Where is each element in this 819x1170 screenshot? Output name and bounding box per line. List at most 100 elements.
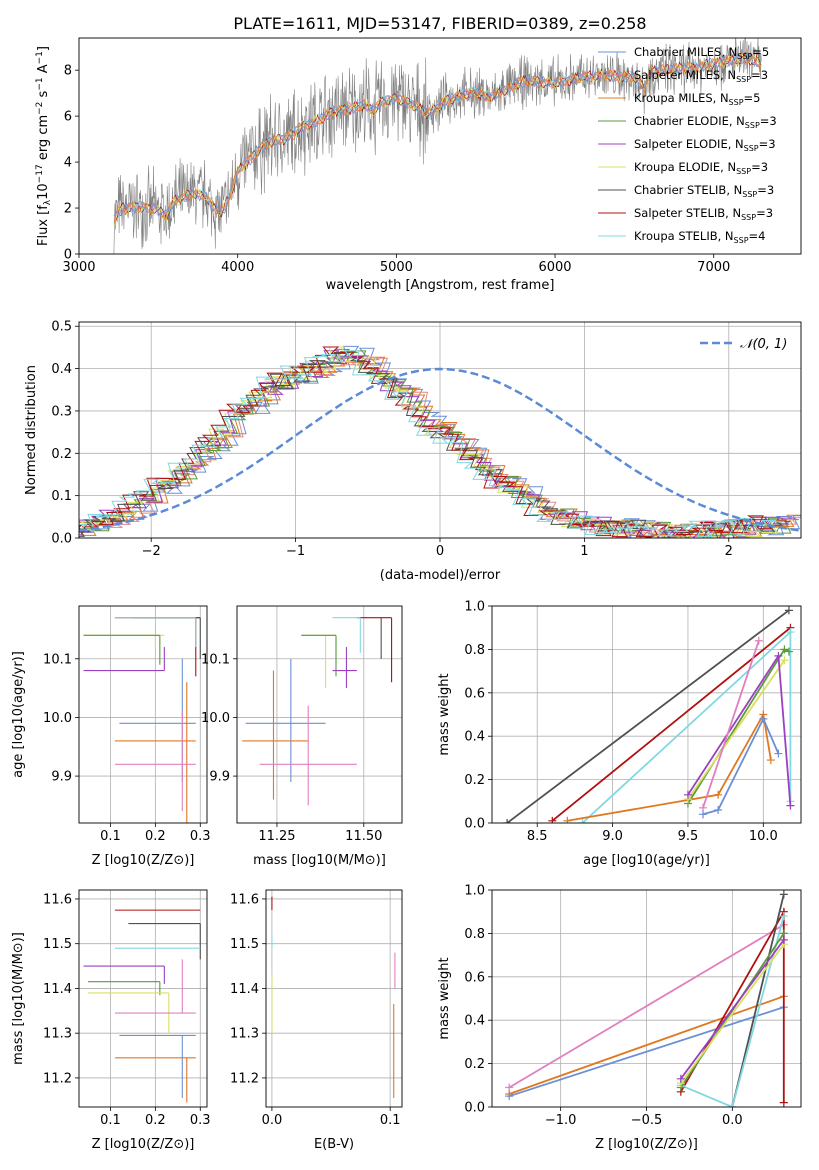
y-tick-label: 1.0 bbox=[464, 600, 485, 615]
legend-sub: SSP bbox=[736, 75, 751, 84]
label-part: 10 bbox=[36, 183, 51, 200]
spectrum-panel: 3000 4000 5000 6000 7000 0 2 4 6 8 wavelength [Ang… bbox=[35, 37, 802, 293]
mass-weight-line bbox=[508, 995, 785, 1095]
legend-label: Chabrier MILES, NSSP=5 bbox=[634, 45, 769, 61]
x-tick-label: 0.1 bbox=[380, 1113, 401, 1128]
legend-text: Chabrier STELIB, N bbox=[634, 183, 742, 197]
y-tick-label: 10.0 bbox=[43, 711, 72, 726]
axes-frame bbox=[78, 37, 802, 255]
plus-marker bbox=[503, 819, 512, 823]
y-tick-label: 2 bbox=[64, 202, 72, 217]
x-tick-label: −0.5 bbox=[631, 1113, 663, 1128]
plus-marker bbox=[699, 810, 708, 819]
x-tick-label: 3000 bbox=[62, 260, 95, 275]
mass-weight-line bbox=[731, 894, 785, 1107]
label-part: erg cm bbox=[36, 115, 51, 164]
y-tick-label: 9.9 bbox=[209, 770, 230, 785]
y-tick-label: 10.1 bbox=[201, 652, 230, 667]
y-tick-label: 0.2 bbox=[464, 1057, 485, 1072]
legend-text: Kroupa MILES, N bbox=[634, 91, 729, 105]
legend-count: =3 bbox=[757, 183, 774, 197]
legend-label: Kroupa ELODIE, NSSP=3 bbox=[634, 160, 768, 176]
plus-marker bbox=[779, 912, 788, 921]
label-part: ] bbox=[36, 46, 51, 51]
y-tick-label: 0.2 bbox=[51, 447, 72, 462]
legend-count: =5 bbox=[744, 91, 761, 105]
legend-label: 𝒩(0, 1) bbox=[740, 337, 787, 352]
y-tick-label: 10.0 bbox=[201, 711, 230, 726]
axes-frame bbox=[265, 889, 403, 1108]
x-tick-label: 0.0 bbox=[722, 1113, 743, 1128]
plus-marker bbox=[780, 645, 789, 654]
x-tick-label: 0.1 bbox=[100, 1113, 121, 1128]
x-axis-label: E(B-V) bbox=[314, 1137, 354, 1152]
x-tick-label: −2 bbox=[142, 544, 161, 559]
y-tick-label: 11.3 bbox=[43, 1027, 72, 1042]
mass-vs-Z-panel: 0.1 0.2 0.3 11.2 11.3 11.4 11.5 11.6 Z [log10(Z/… bbox=[11, 889, 211, 1152]
plot-area bbox=[83, 617, 201, 823]
x-tick-label: 10.0 bbox=[749, 829, 778, 844]
legend-text: Chabrier MILES, N bbox=[634, 45, 737, 59]
model-fit-line bbox=[113, 54, 762, 223]
x-tick-label: 11.50 bbox=[345, 829, 382, 844]
residual-histogram bbox=[79, 352, 791, 538]
plus-marker bbox=[505, 1092, 514, 1101]
x-tick-label: 0.1 bbox=[100, 829, 121, 844]
legend-sub: SSP bbox=[729, 98, 744, 107]
label-part: −1 bbox=[35, 51, 45, 64]
legend-sub: SSP bbox=[737, 52, 752, 61]
plus-marker bbox=[784, 606, 793, 615]
mass-weight-line bbox=[508, 1006, 785, 1098]
y-tick-label: 11.2 bbox=[230, 1071, 259, 1086]
mass-weight-line bbox=[567, 711, 772, 822]
x-tick-label: 7000 bbox=[697, 260, 730, 275]
x-tick-label: 6000 bbox=[538, 260, 571, 275]
plus-marker bbox=[578, 819, 587, 823]
legend-sub: SSP bbox=[744, 144, 759, 153]
residual-histogram bbox=[79, 348, 799, 538]
x-tick-label: 5000 bbox=[380, 260, 413, 275]
x-tick-label: 0 bbox=[436, 544, 444, 559]
legend-label: Salpeter MILES, NSSP=3 bbox=[634, 68, 768, 84]
y-tick-label: 0.0 bbox=[464, 817, 485, 832]
plus-marker bbox=[784, 647, 793, 656]
plus-marker bbox=[779, 935, 788, 944]
mass-vs-EBV-panel: 0.0 0.1 11.2 11.3 11.4 11.5 11.6 E(B-V) bbox=[230, 889, 403, 1152]
plus-marker bbox=[766, 756, 775, 765]
x-axis-label: Z [log10(Z/Z⊙)] bbox=[92, 853, 195, 868]
plus-marker bbox=[714, 790, 723, 799]
legend-text: Salpeter ELODIE, N bbox=[634, 137, 744, 151]
legend-count: =5 bbox=[752, 45, 769, 59]
x-tick-label: 0.3 bbox=[190, 1113, 211, 1128]
plus-marker bbox=[786, 628, 795, 637]
legend-count: =3 bbox=[751, 160, 768, 174]
axes-frame bbox=[78, 889, 208, 1108]
legend-count: =3 bbox=[756, 206, 773, 220]
label-part: −1 bbox=[35, 77, 45, 90]
y-tick-label: 0.6 bbox=[464, 686, 485, 701]
y-axis-label: mass weight bbox=[437, 673, 452, 755]
legend-sub: SSP bbox=[741, 213, 756, 222]
x-tick-label: 9.0 bbox=[602, 829, 623, 844]
observed-spectrum bbox=[113, 38, 762, 254]
plus-marker bbox=[714, 805, 723, 814]
legend-count: =3 bbox=[751, 68, 768, 82]
mass-weight-line bbox=[702, 640, 760, 809]
y-tick-label: 0.8 bbox=[464, 643, 485, 658]
residual-histogram bbox=[79, 350, 796, 538]
x-tick-label: 0.2 bbox=[145, 829, 166, 844]
mass-weight-line bbox=[680, 939, 785, 1080]
plus-marker bbox=[774, 651, 783, 660]
y-tick-label: 11.2 bbox=[43, 1071, 72, 1086]
legend-count: =3 bbox=[759, 137, 776, 151]
model-fit-line bbox=[113, 52, 762, 220]
y-tick-label: 11.6 bbox=[43, 892, 72, 907]
y-tick-label: 0.0 bbox=[464, 1101, 485, 1116]
plus-marker bbox=[728, 1103, 737, 1107]
y-tick-label: 0.2 bbox=[464, 773, 485, 788]
x-tick-label: 0.0 bbox=[262, 1113, 283, 1128]
x-axis-label: mass [log10(M/M⊙)] bbox=[253, 853, 386, 868]
legend-text: Chabrier ELODIE, N bbox=[634, 114, 745, 128]
y-tick-label: 1.0 bbox=[464, 884, 485, 899]
